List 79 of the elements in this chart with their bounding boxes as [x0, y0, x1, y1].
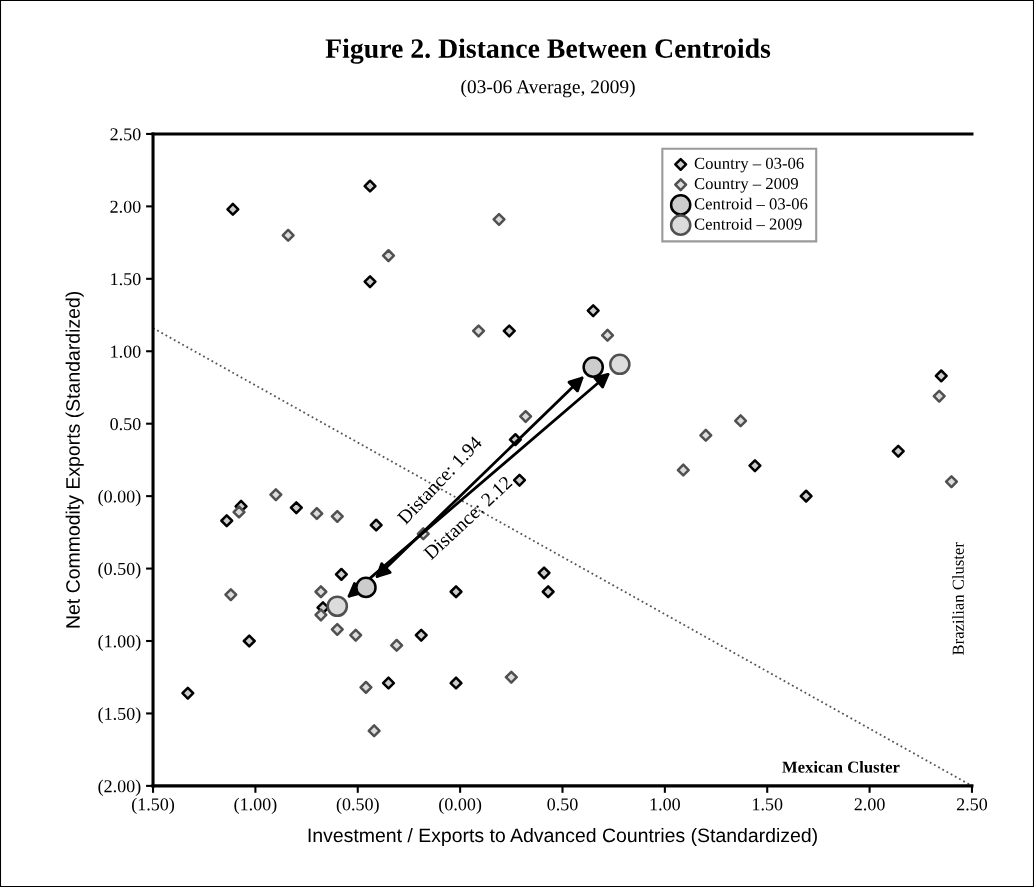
point — [541, 585, 555, 599]
y-tick-label: 2.50 — [110, 128, 141, 141]
point — [359, 680, 373, 694]
point — [314, 608, 328, 622]
point — [512, 473, 527, 487]
point — [537, 566, 551, 580]
y-tick-label: (0.00) — [98, 489, 141, 507]
point — [232, 505, 246, 519]
point — [699, 428, 713, 442]
point — [934, 369, 948, 383]
point — [519, 409, 533, 424]
point — [932, 389, 946, 403]
point — [289, 501, 303, 515]
point — [181, 686, 195, 700]
y-tick-label: 2.00 — [110, 200, 141, 213]
point — [582, 356, 605, 379]
point — [502, 324, 516, 338]
chart-subtitle: (03-06 Average, 2009) — [461, 79, 635, 98]
point — [733, 414, 748, 428]
x-tick-label: 1.50 — [753, 798, 783, 811]
point — [269, 488, 283, 502]
point — [891, 444, 905, 458]
point — [330, 509, 344, 524]
point — [349, 628, 363, 642]
point — [504, 670, 518, 684]
x-axis-title: Investment / Exports to Advanced Countries (Standardized) — [308, 827, 817, 847]
point — [799, 489, 813, 503]
x-tick-label: (1.50) — [132, 797, 175, 815]
point — [492, 212, 506, 227]
point — [748, 459, 762, 473]
point — [310, 506, 324, 521]
point — [381, 249, 396, 263]
annotation: Mexican Cluster — [782, 760, 900, 773]
point — [367, 724, 381, 738]
x-tick-label: 2.00 — [854, 798, 885, 811]
point — [326, 595, 349, 618]
point — [586, 304, 600, 318]
point — [355, 576, 377, 599]
point — [600, 328, 615, 342]
point — [369, 518, 383, 532]
y-tick-label: 1.00 — [111, 345, 141, 358]
y-tick-label: (2.00) — [98, 779, 141, 796]
x-tick-label: (1.00) — [234, 797, 277, 815]
point — [224, 588, 238, 602]
x-tick-label: 1.00 — [650, 798, 680, 811]
point — [220, 514, 234, 528]
legend-label: Centroid – 2009 — [694, 217, 802, 230]
point — [390, 638, 404, 652]
point — [314, 585, 328, 599]
legend-label: Centroid – 03-06 — [694, 197, 808, 210]
point — [281, 228, 295, 242]
y-tick-label: (0.50) — [98, 562, 141, 579]
x-tick-label: 2.50 — [956, 798, 988, 811]
y-tick-label: 0.50 — [110, 417, 141, 431]
point — [363, 179, 377, 193]
legend-label: Country – 2009 — [694, 177, 798, 193]
point — [242, 634, 256, 648]
x-tick-label: 0.50 — [547, 798, 578, 811]
y-axis-title: Net Commodity Exports (Standardized) — [65, 291, 84, 628]
point — [944, 475, 959, 489]
point — [449, 676, 463, 690]
point — [471, 324, 486, 338]
y-tick-label: (1.50) — [98, 707, 141, 724]
x-tick-label: (0.50) — [336, 797, 379, 815]
point — [334, 567, 349, 581]
y-tick-label: (1.00) — [98, 634, 141, 652]
y-tick-label: 1.50 — [111, 273, 141, 286]
point — [226, 202, 240, 216]
chart-title: Figure 2. Distance Between Centroids — [325, 38, 771, 64]
legend-label: Country – 03-06 — [694, 157, 804, 173]
point — [330, 622, 344, 637]
point — [363, 275, 377, 289]
annotation: Brazilian Cluster — [952, 542, 964, 656]
point — [414, 628, 428, 642]
x-tick-label: (0.00) — [439, 797, 482, 815]
point — [449, 585, 463, 599]
point — [609, 353, 631, 376]
point — [676, 463, 690, 477]
point — [381, 676, 396, 690]
